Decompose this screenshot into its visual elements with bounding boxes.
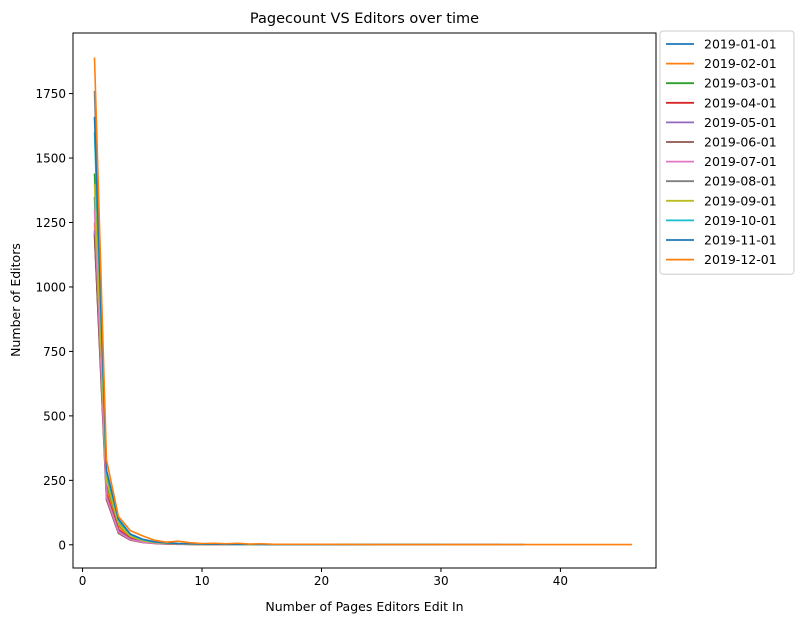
legend-label: 2019-04-01 xyxy=(704,95,777,110)
y-axis-label: Number of Editors xyxy=(8,243,23,357)
x-tick-label: 0 xyxy=(79,574,87,588)
legend-label: 2019-10-01 xyxy=(704,213,777,228)
legend-label: 2019-11-01 xyxy=(704,233,777,248)
legend-label: 2019-12-01 xyxy=(704,252,777,267)
legend-label: 2019-06-01 xyxy=(704,135,777,150)
y-tick-label: 1500 xyxy=(35,152,66,166)
legend-label: 2019-09-01 xyxy=(704,193,777,208)
x-tick-label: 20 xyxy=(314,574,329,588)
y-tick-label: 1250 xyxy=(35,216,66,230)
x-tick-label: 30 xyxy=(433,574,448,588)
x-tick-label: 10 xyxy=(194,574,209,588)
legend-label: 2019-02-01 xyxy=(704,56,777,71)
plot-frame xyxy=(72,32,657,569)
x-tick-label: 40 xyxy=(553,574,568,588)
legend-label: 2019-08-01 xyxy=(704,174,777,189)
axes: 0 10 20 30 40 0 250 500 750 1000 1250 1500 1750 xyxy=(35,32,657,588)
y-tick-label: 1750 xyxy=(35,87,66,101)
y-tick-label: 0 xyxy=(58,538,66,552)
legend-label: 2019-01-01 xyxy=(704,37,777,52)
chart-title: Pagecount VS Editors over time xyxy=(250,11,479,27)
plot-lines xyxy=(93,57,633,546)
y-tick-label: 500 xyxy=(43,409,66,423)
y-tick-label: 250 xyxy=(43,474,66,488)
series-line-2019-12-01 xyxy=(93,57,633,546)
legend-label: 2019-07-01 xyxy=(704,154,777,169)
y-tick-label: 1000 xyxy=(35,280,66,294)
legend-box xyxy=(659,30,795,275)
legend: 2019-01-01 2019-02-01 2019-03-01 2019-04-01… xyxy=(659,30,795,275)
x-axis-label: Number of Pages Editors Edit In xyxy=(265,599,463,614)
legend-label: 2019-03-01 xyxy=(704,76,777,91)
legend-label: 2019-05-01 xyxy=(704,115,777,130)
y-tick-label: 750 xyxy=(43,345,66,359)
